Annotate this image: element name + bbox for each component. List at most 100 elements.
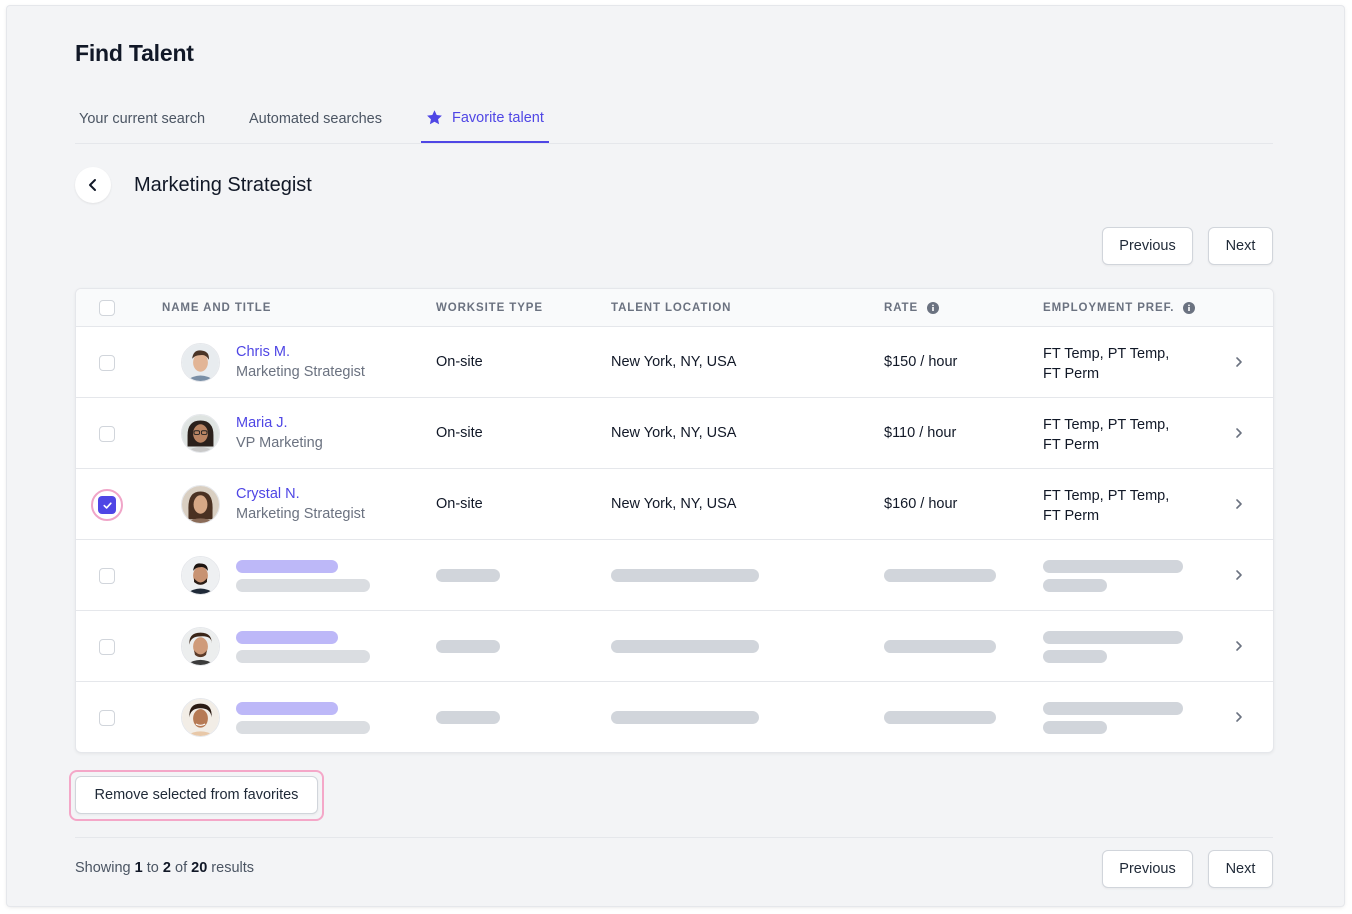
column-header-worksite: WORKSITE TYPE <box>436 302 543 314</box>
tab-automated-searches[interactable]: Automated searches <box>249 94 382 144</box>
title-placeholder <box>236 650 370 663</box>
location-placeholder <box>611 711 759 724</box>
footer-divider <box>75 837 1273 838</box>
table-row-placeholder[interactable] <box>76 682 1273 752</box>
checkmark-icon <box>102 501 112 509</box>
talent-name-link[interactable]: Maria J. <box>236 415 288 431</box>
employment-pref-cell: FT Temp, PT Temp, FT Perm <box>1043 415 1169 455</box>
remove-button-highlight <box>69 770 324 821</box>
column-header-location: TALENT LOCATION <box>611 302 732 314</box>
employment-pref-line: FT Temp, PT Temp, <box>1043 417 1170 433</box>
chevron-left-icon <box>89 179 96 191</box>
back-button[interactable] <box>75 167 111 203</box>
title-placeholder <box>236 721 370 734</box>
column-header-employment: EMPLOYMENT PREF. <box>1043 289 1196 327</box>
row-checkbox[interactable] <box>99 426 115 442</box>
results-prefix: Showing <box>75 860 131 876</box>
employment-pref-cell: FT Temp, PT Temp, FT Perm <box>1043 344 1169 384</box>
chevron-right-icon[interactable] <box>1233 710 1245 724</box>
rate-cell: $110 / hour <box>884 425 957 441</box>
results-of-word: of <box>175 860 188 876</box>
location-placeholder <box>611 640 759 653</box>
employment-placeholder <box>1043 560 1183 573</box>
app-window: Find Talent Your current search Automate… <box>7 6 1344 906</box>
name-placeholder <box>236 631 338 644</box>
results-total: 20 <box>191 860 208 876</box>
worksite-placeholder <box>436 711 500 724</box>
title-placeholder <box>236 579 370 592</box>
column-header-rate-label: RATE <box>884 302 919 314</box>
avatar-image <box>182 486 219 523</box>
results-to: 2 <box>162 860 171 876</box>
chevron-right-icon[interactable] <box>1233 497 1245 511</box>
table-row-placeholder[interactable] <box>76 540 1273 611</box>
info-icon[interactable] <box>1183 302 1196 314</box>
chevron-right-icon[interactable] <box>1233 426 1245 440</box>
employment-pref-cell: FT Temp, PT Temp, FT Perm <box>1043 486 1169 526</box>
rate-placeholder <box>884 711 996 724</box>
chevron-right-icon[interactable] <box>1233 639 1245 653</box>
employment-pref-line: FT Temp, PT Temp, <box>1043 346 1170 362</box>
tab-favorite-talent[interactable]: Favorite talent <box>421 94 549 143</box>
talent-title: Marketing Strategist <box>236 506 365 522</box>
worksite-placeholder <box>436 569 500 582</box>
location-placeholder <box>611 569 759 582</box>
employment-placeholder <box>1043 631 1183 644</box>
chevron-right-icon[interactable] <box>1233 355 1245 369</box>
table-row-placeholder[interactable] <box>76 611 1273 682</box>
avatar <box>181 556 220 595</box>
talent-name-link[interactable]: Chris M. <box>236 344 290 360</box>
worksite-cell: On-site <box>436 496 483 512</box>
row-checkbox-checked[interactable] <box>98 496 116 514</box>
employment-pref-line: FT Temp, PT Temp, <box>1043 488 1170 504</box>
star-icon <box>427 110 442 125</box>
location-cell: New York, NY, USA <box>611 496 737 512</box>
rate-placeholder <box>884 569 996 582</box>
employment-placeholder <box>1043 650 1107 663</box>
tab-label: Favorite talent <box>452 109 544 126</box>
name-placeholder <box>236 560 338 573</box>
employment-pref-line: FT Perm <box>1043 366 1100 382</box>
talent-title: VP Marketing <box>236 435 323 451</box>
remove-from-favorites-button[interactable]: Remove selected from favorites <box>75 776 318 814</box>
results-from: 1 <box>134 860 143 876</box>
row-checkbox[interactable] <box>99 355 115 371</box>
table-row[interactable]: Chris M. Marketing Strategist On-site Ne… <box>76 327 1273 398</box>
previous-button-top[interactable]: Previous <box>1102 227 1193 265</box>
rate-cell: $160 / hour <box>884 496 958 512</box>
row-checkbox[interactable] <box>99 568 115 584</box>
table-row[interactable]: Maria J. VP Marketing On-site New York, … <box>76 398 1273 469</box>
previous-button-bottom[interactable]: Previous <box>1102 850 1193 888</box>
next-button-top[interactable]: Next <box>1208 227 1273 265</box>
select-all-checkbox[interactable] <box>99 300 115 316</box>
avatar-image <box>182 557 219 594</box>
row-checkbox[interactable] <box>99 639 115 655</box>
rate-cell: $150 / hour <box>884 354 958 370</box>
avatar <box>181 627 220 666</box>
talent-name-link[interactable]: Crystal N. <box>236 486 300 502</box>
location-cell: New York, NY, USA <box>611 354 737 370</box>
tab-your-current-search[interactable]: Your current search <box>79 94 205 144</box>
worksite-cell: On-site <box>436 425 483 441</box>
avatar-image <box>182 628 219 665</box>
column-header-name: NAME AND TITLE <box>162 302 272 314</box>
avatar <box>181 698 220 737</box>
row-checkbox[interactable] <box>99 710 115 726</box>
location-cell: New York, NY, USA <box>611 425 737 441</box>
avatar <box>181 485 220 524</box>
tab-label: Your current search <box>79 111 206 127</box>
column-header-rate: RATE <box>884 289 940 327</box>
info-icon[interactable] <box>927 302 940 314</box>
worksite-placeholder <box>436 640 500 653</box>
table-header: NAME AND TITLE WORKSITE TYPE TALENT LOCA… <box>76 289 1273 327</box>
talent-table: NAME AND TITLE WORKSITE TYPE TALENT LOCA… <box>75 288 1274 753</box>
talent-title: Marketing Strategist <box>236 364 365 380</box>
avatar-image <box>182 344 219 381</box>
next-button-bottom[interactable]: Next <box>1208 850 1273 888</box>
rate-placeholder <box>884 640 996 653</box>
table-row[interactable]: Crystal N. Marketing Strategist On-site … <box>76 469 1273 540</box>
employment-placeholder <box>1043 721 1107 734</box>
section-title: Marketing Strategist <box>134 173 312 196</box>
worksite-cell: On-site <box>436 354 483 370</box>
chevron-right-icon[interactable] <box>1233 568 1245 582</box>
